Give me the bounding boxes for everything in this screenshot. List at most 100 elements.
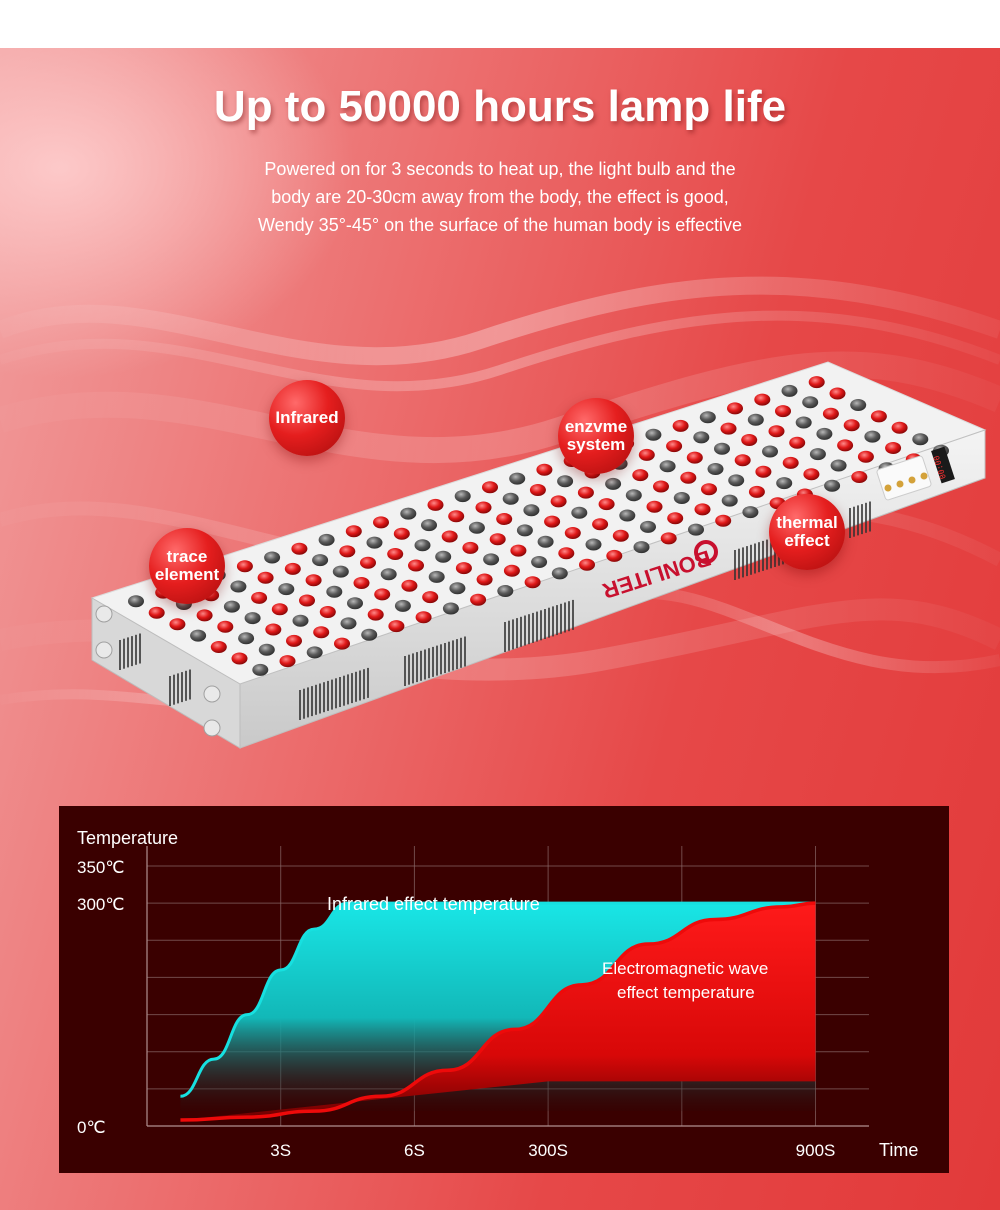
- subtitle-line: Wendy 35°-45° on the surface of the huma…: [257, 215, 743, 235]
- led-grey: [366, 536, 383, 549]
- led-grey: [332, 565, 349, 578]
- led-grey: [585, 538, 602, 551]
- led-red: [727, 402, 743, 415]
- led-red: [475, 501, 492, 514]
- led-grey: [816, 427, 833, 440]
- led-grey: [523, 504, 540, 517]
- led-grey: [428, 570, 445, 583]
- led-red: [313, 626, 330, 639]
- bubble-label-line: element: [154, 565, 220, 584]
- led-grey: [714, 442, 730, 455]
- led-red: [638, 448, 655, 461]
- led-red: [217, 620, 234, 633]
- led-grey: [645, 428, 662, 441]
- led-grey: [509, 472, 526, 485]
- led-grey: [688, 523, 704, 536]
- led-red: [387, 548, 404, 560]
- bubble-label-line: effect: [784, 531, 830, 550]
- led-red: [741, 434, 758, 446]
- led-red: [734, 454, 751, 467]
- led-grey: [340, 617, 357, 630]
- led-grey: [516, 524, 533, 537]
- led-red: [503, 564, 520, 577]
- led-grey: [781, 384, 798, 397]
- led-red: [231, 652, 248, 665]
- led-red: [286, 634, 302, 647]
- bubble-label: thermal effect: [776, 514, 837, 550]
- led-red: [606, 549, 623, 562]
- led-grey: [278, 583, 295, 596]
- subtitle-line: body are 20-30cm away from the body, the…: [271, 187, 729, 207]
- led-red: [299, 594, 315, 607]
- led-red: [422, 591, 439, 604]
- led-grey: [414, 539, 431, 552]
- led-grey: [707, 463, 724, 475]
- led-red: [754, 393, 771, 406]
- led-grey: [468, 521, 485, 534]
- chart-series: [180, 901, 816, 1122]
- bubble-label-line: trace: [166, 547, 208, 566]
- led-grey: [605, 477, 622, 490]
- led-grey: [230, 580, 247, 593]
- y-tick-label: 350℃: [77, 858, 124, 877]
- led-grey: [699, 411, 716, 424]
- bubble-label: Infrared: [275, 408, 339, 427]
- led-grey: [640, 520, 656, 533]
- led-red: [666, 440, 683, 453]
- led-grey: [244, 612, 261, 625]
- led-grey: [762, 445, 778, 458]
- led-red: [441, 530, 458, 543]
- led-red: [367, 608, 384, 621]
- led-red: [257, 571, 274, 584]
- led-grey: [306, 646, 323, 659]
- led-grey: [571, 506, 588, 519]
- led-red: [482, 481, 498, 494]
- led-red: [592, 518, 609, 531]
- led-red: [251, 591, 268, 604]
- led-grey: [619, 509, 636, 522]
- led-red: [169, 618, 186, 631]
- led-red: [701, 483, 717, 496]
- led-red: [598, 498, 615, 511]
- led-red: [529, 484, 546, 496]
- led-red: [789, 436, 806, 449]
- control-buttons: [884, 472, 928, 492]
- led-red: [524, 576, 541, 589]
- led-grey: [776, 477, 793, 490]
- led-red: [715, 514, 732, 527]
- led-grey: [531, 556, 548, 568]
- bubble-enzyme-system: enzvme system: [558, 398, 634, 474]
- led-grey: [258, 643, 275, 656]
- led-grey: [326, 585, 343, 598]
- led-red: [768, 425, 785, 438]
- led-red: [577, 486, 594, 499]
- led-grey: [380, 568, 397, 581]
- led-red: [775, 405, 791, 418]
- led-grey: [361, 628, 378, 641]
- series-label-em-line2: effect temperature: [617, 983, 755, 1002]
- led-red: [360, 556, 376, 569]
- led-red: [653, 480, 669, 493]
- x-tick-label: 3S: [270, 1141, 291, 1160]
- series-label-em-line1: Electromagnetic wave: [602, 959, 768, 978]
- led-red: [408, 559, 424, 572]
- led-red: [148, 606, 165, 619]
- led-grey: [742, 506, 759, 519]
- led-grey: [728, 474, 745, 487]
- led-grey: [223, 600, 240, 613]
- led-red: [476, 573, 493, 586]
- led-red: [236, 560, 253, 573]
- x-axis-label: Time: [879, 1140, 918, 1160]
- led-red: [462, 541, 479, 554]
- page-title: Up to 50000 hours lamp life: [213, 82, 787, 131]
- led-grey: [454, 490, 471, 503]
- led-grey: [421, 519, 437, 532]
- led-red: [564, 527, 581, 539]
- brand-logo-icon: [694, 540, 718, 564]
- led-red: [448, 510, 465, 523]
- led-red: [374, 588, 391, 601]
- led-red: [550, 495, 567, 508]
- led-red: [427, 498, 444, 511]
- led-grey: [347, 597, 363, 610]
- led-grey: [830, 459, 847, 472]
